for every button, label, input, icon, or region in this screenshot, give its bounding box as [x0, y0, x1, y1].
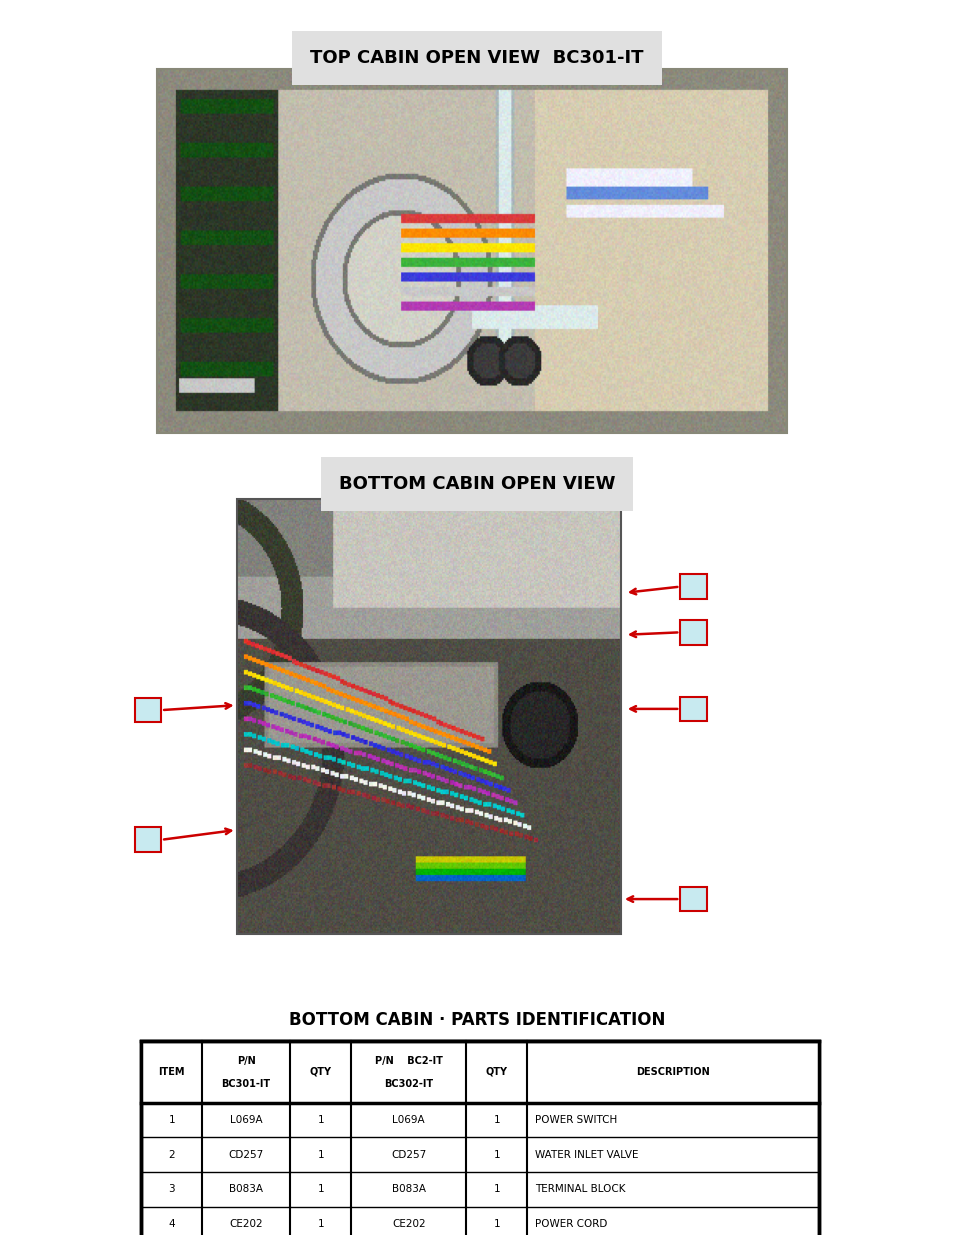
Text: 1: 1 — [317, 1150, 324, 1160]
Text: BC302-IT: BC302-IT — [384, 1079, 433, 1089]
Bar — [134, 827, 161, 852]
Text: CD257: CD257 — [229, 1150, 264, 1160]
Text: WATER INLET VALVE: WATER INLET VALVE — [535, 1150, 638, 1160]
Bar — [141, 1041, 818, 1235]
Bar — [679, 697, 706, 721]
Text: BOTTOM CABIN · PARTS IDENTIFICATION: BOTTOM CABIN · PARTS IDENTIFICATION — [289, 1011, 664, 1029]
Text: POWER SWITCH: POWER SWITCH — [535, 1115, 617, 1125]
Text: B083A: B083A — [229, 1184, 263, 1194]
Text: DESCRIPTION: DESCRIPTION — [636, 1067, 709, 1077]
Text: B083A: B083A — [392, 1184, 425, 1194]
Text: 1: 1 — [493, 1219, 499, 1229]
Text: ITEM: ITEM — [158, 1067, 185, 1077]
Text: 1: 1 — [317, 1115, 324, 1125]
Text: 3: 3 — [168, 1184, 174, 1194]
Text: CE202: CE202 — [392, 1219, 425, 1229]
Bar — [679, 887, 706, 911]
Text: 1: 1 — [493, 1115, 499, 1125]
Text: 1: 1 — [493, 1150, 499, 1160]
Text: 1: 1 — [317, 1219, 324, 1229]
Text: 1: 1 — [493, 1184, 499, 1194]
Text: BC301-IT: BC301-IT — [221, 1079, 271, 1089]
Text: 4: 4 — [168, 1219, 174, 1229]
Bar — [236, 499, 620, 934]
Bar — [141, 1041, 818, 1103]
Text: QTY: QTY — [485, 1067, 507, 1077]
Bar — [679, 574, 706, 599]
Text: TERMINAL BLOCK: TERMINAL BLOCK — [535, 1184, 625, 1194]
Text: 1: 1 — [317, 1184, 324, 1194]
Bar — [157, 69, 786, 433]
Bar — [679, 620, 706, 645]
Text: P/N: P/N — [236, 1056, 255, 1067]
Text: CE202: CE202 — [229, 1219, 263, 1229]
Text: CD257: CD257 — [391, 1150, 426, 1160]
Text: QTY: QTY — [310, 1067, 332, 1077]
Text: L069A: L069A — [230, 1115, 262, 1125]
Text: 1: 1 — [168, 1115, 174, 1125]
Text: L069A: L069A — [392, 1115, 425, 1125]
Text: BOTTOM CABIN OPEN VIEW: BOTTOM CABIN OPEN VIEW — [338, 475, 615, 493]
Bar — [134, 698, 161, 722]
Text: P/N    BC2-IT: P/N BC2-IT — [375, 1056, 442, 1067]
Text: POWER CORD: POWER CORD — [535, 1219, 607, 1229]
Text: 2: 2 — [168, 1150, 174, 1160]
Bar — [141, 1041, 818, 1235]
Text: TOP CABIN OPEN VIEW  BC301-IT: TOP CABIN OPEN VIEW BC301-IT — [310, 49, 643, 67]
